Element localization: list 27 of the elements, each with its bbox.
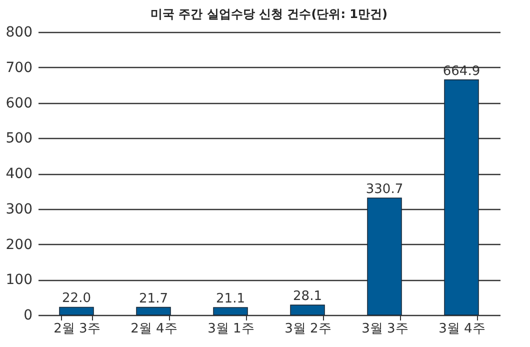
x-tick-label: 3월 1주 [208,322,254,336]
y-tick-label: 300 [6,201,32,218]
y-tick-label: 200 [6,236,32,253]
data-label: 28.1 [293,289,322,304]
x-tick-label: 2월 4주 [130,322,178,336]
bar [444,79,479,316]
bar [59,306,94,316]
x-tick-label: 2월 3주 [54,322,100,336]
bar [136,306,171,316]
x-tick-label: 3월 2주 [284,322,332,336]
y-tick-label: 700 [6,60,32,76]
y-tick-label: 400 [6,166,32,182]
bar [213,307,248,316]
bar [290,304,325,316]
y-tick-label: 0 [24,308,32,324]
y-tick-label: 100 [6,272,32,288]
x-tick-label: 3월 3주 [362,322,408,336]
y-tick-label: 600 [6,95,32,112]
data-label: 22.0 [62,291,91,306]
data-label: 21.1 [216,292,245,307]
bar [367,198,402,316]
data-label: 21.7 [139,291,168,306]
y-tick-label: 800 [6,24,32,40]
x-tick-label: 3월 4주 [438,322,486,336]
y-tick-label: 500 [6,130,32,147]
data-label: 330.7 [366,182,404,198]
chart-title: 미국 주간 실업수당 신청 건수(단위: 1만건) [150,7,388,21]
